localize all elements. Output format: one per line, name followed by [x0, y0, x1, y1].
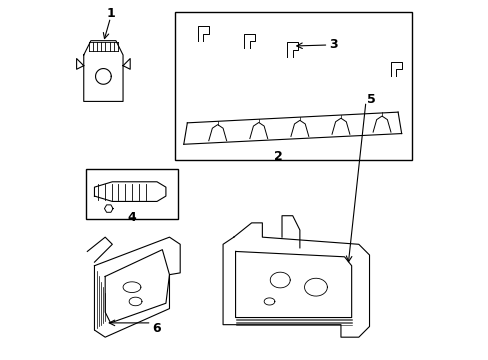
Text: 5: 5	[366, 93, 375, 106]
Text: 3: 3	[329, 38, 337, 51]
Text: 6: 6	[152, 322, 161, 335]
Bar	[175, 12, 411, 160]
Text: 2: 2	[273, 150, 282, 163]
Text: 1: 1	[106, 8, 115, 21]
Bar	[85, 169, 178, 219]
Text: 4: 4	[127, 211, 136, 224]
